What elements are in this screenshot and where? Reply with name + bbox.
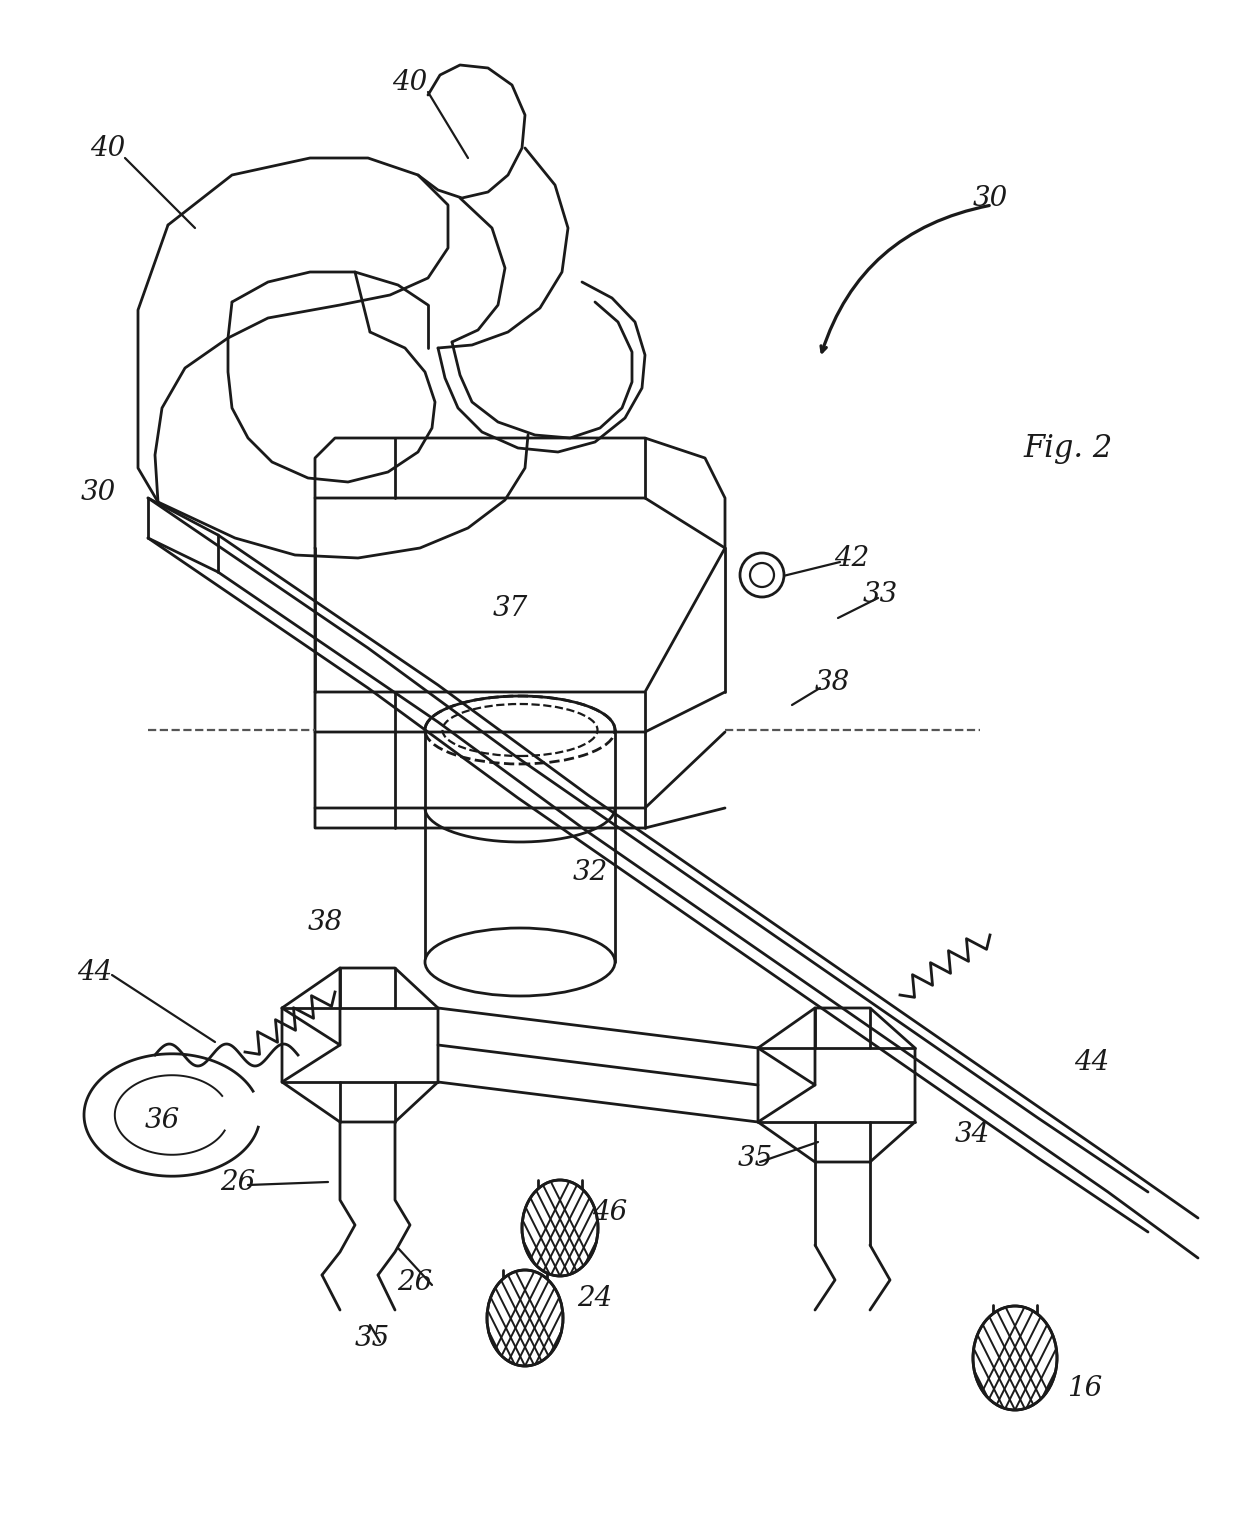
Ellipse shape — [973, 1306, 1056, 1410]
Text: 33: 33 — [862, 581, 898, 609]
Text: 24: 24 — [578, 1284, 613, 1312]
Text: 35: 35 — [738, 1144, 773, 1172]
Text: 32: 32 — [573, 858, 608, 886]
Polygon shape — [84, 1054, 258, 1177]
Text: 30: 30 — [972, 185, 1008, 212]
Text: 26: 26 — [221, 1169, 255, 1195]
Text: 38: 38 — [815, 669, 849, 695]
Text: 44: 44 — [1074, 1049, 1110, 1075]
Text: 40: 40 — [392, 69, 428, 95]
Text: 44: 44 — [77, 958, 113, 986]
Circle shape — [740, 554, 784, 597]
Text: 37: 37 — [492, 595, 528, 621]
Text: 34: 34 — [955, 1121, 990, 1149]
Text: 16: 16 — [1068, 1375, 1102, 1401]
Text: 42: 42 — [835, 544, 869, 572]
Text: 35: 35 — [355, 1324, 389, 1352]
Ellipse shape — [522, 1180, 598, 1277]
Text: 26: 26 — [397, 1269, 433, 1295]
Text: 36: 36 — [144, 1106, 180, 1134]
Ellipse shape — [425, 927, 615, 997]
Text: 38: 38 — [308, 909, 342, 935]
Text: Fig. 2: Fig. 2 — [1023, 432, 1112, 463]
Text: 30: 30 — [81, 478, 115, 506]
Text: 46: 46 — [593, 1198, 627, 1226]
Text: 40: 40 — [91, 134, 125, 161]
Ellipse shape — [487, 1270, 563, 1366]
